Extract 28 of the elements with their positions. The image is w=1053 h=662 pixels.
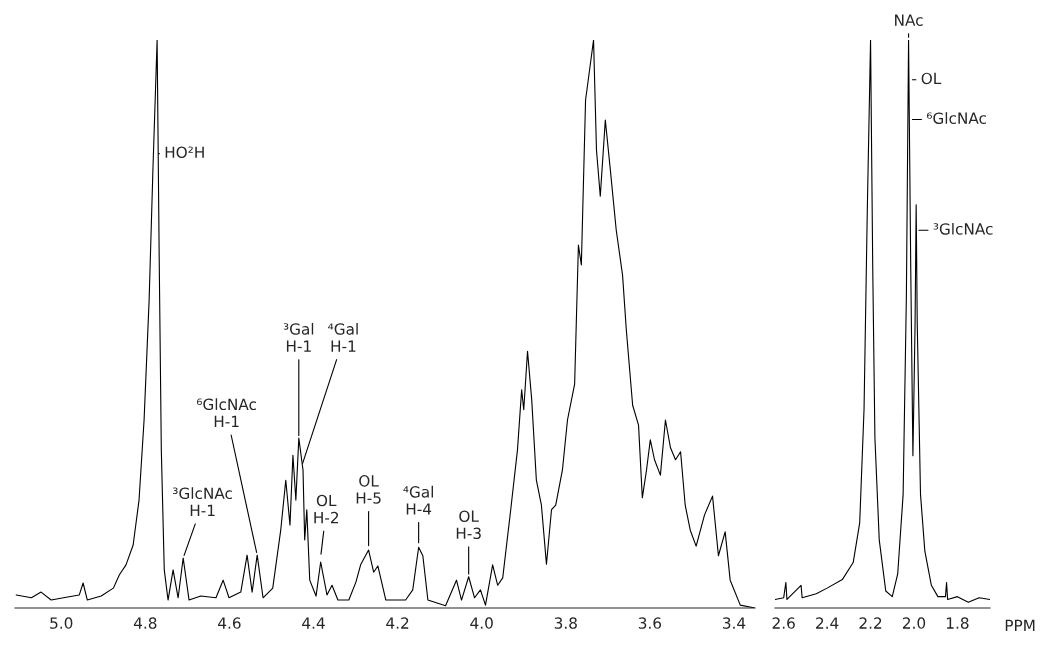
x-tick-label: 1.8 <box>946 617 969 629</box>
annotation: HO²H <box>165 146 204 159</box>
x-tick-label: 2.4 <box>816 617 839 629</box>
x-tick-label: 4.4 <box>302 617 325 629</box>
annotation: ³GlcNAc <box>933 222 993 235</box>
annotation: ³Gal H-1 <box>283 322 314 352</box>
annotation: OL H-2 <box>314 494 339 524</box>
x-tick-label: 2.0 <box>902 617 926 629</box>
x-tick-label: 3.6 <box>638 617 662 629</box>
x-axis-title: PPM <box>1005 619 1035 631</box>
annotation: ⁴Gal H-4 <box>403 485 433 515</box>
x-tick-label: 3.8 <box>554 617 577 629</box>
annotation: ⁶GlcNAc <box>927 112 986 124</box>
x-tick-label: 2.2 <box>859 617 882 629</box>
annotation: ⁶GlcNAc H-1 <box>197 398 256 427</box>
x-tick-label: 4.0 <box>470 617 493 629</box>
x-tick-label: 3.4 <box>722 617 746 629</box>
x-tick-label: 2.6 <box>772 617 795 629</box>
annotation: OL <box>921 72 942 85</box>
annotation: ³GlcNAc H-1 <box>173 487 232 516</box>
x-tick-label: 4.2 <box>386 617 409 629</box>
annotation: OL H-5 <box>356 475 381 504</box>
x-tick-label: 5.0 <box>50 617 73 629</box>
x-tick-label: 4.8 <box>133 617 157 629</box>
annotation: OL H-3 <box>456 510 481 540</box>
annotation: NAc <box>895 14 923 26</box>
x-tick-label: 4.6 <box>218 617 241 629</box>
annotation: ⁴Gal H-1 <box>328 323 358 352</box>
